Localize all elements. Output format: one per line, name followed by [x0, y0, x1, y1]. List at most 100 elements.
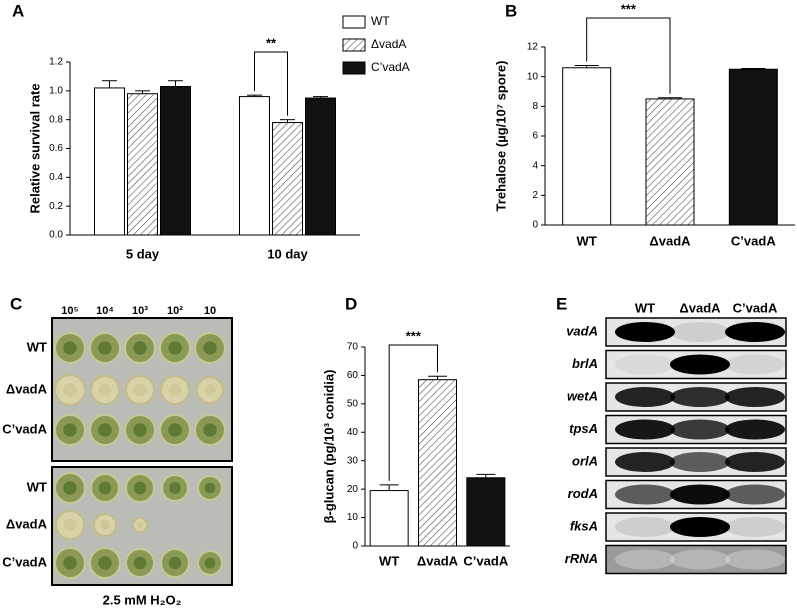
blot-band	[725, 419, 785, 440]
x-tick-label: WT	[379, 553, 399, 568]
y-tick-label: 0.8	[49, 114, 63, 125]
colony-center	[168, 556, 182, 570]
blot-band	[670, 419, 730, 440]
bar	[94, 87, 125, 236]
panel-label: B	[505, 1, 517, 20]
blot-band	[725, 549, 785, 570]
blot-band	[615, 549, 675, 570]
y-axis-label: β-glucan (pg/10³ conidia)	[321, 370, 336, 524]
bar	[418, 379, 457, 547]
x-tick-label: ΔvadA	[417, 553, 459, 568]
panel-label: D	[345, 294, 357, 313]
y-tick-label: 50	[347, 398, 359, 409]
blot-band	[670, 387, 730, 407]
legend-label: ΔvadA	[371, 37, 406, 51]
significance-bracket	[254, 51, 288, 116]
colony-center	[203, 423, 217, 437]
dilution-label: 10⁵	[61, 305, 78, 317]
legend-label: WT	[371, 14, 390, 28]
panel-label: A	[12, 1, 24, 20]
bar	[305, 97, 336, 236]
y-tick-label: 1.2	[49, 57, 63, 68]
colony-center	[63, 556, 77, 570]
lane-label: WT	[635, 300, 655, 315]
blot-band	[670, 452, 730, 472]
y-tick-label: 8	[532, 101, 538, 112]
colony-center	[98, 481, 112, 495]
bar	[239, 96, 270, 236]
y-tick-label: 0.6	[49, 143, 63, 154]
bar	[272, 122, 303, 236]
bar	[127, 93, 158, 236]
gene-label: rodA	[568, 486, 598, 501]
blot-band	[615, 419, 675, 440]
blot-band	[725, 484, 785, 505]
gene-label: fksA	[570, 518, 598, 533]
blot-band	[670, 484, 730, 505]
strain-label: WT	[27, 339, 47, 354]
bar	[562, 67, 612, 226]
colony-center	[98, 556, 112, 570]
y-tick-label: 70	[347, 342, 359, 353]
significance-bracket	[388, 344, 438, 481]
significance-bracket	[586, 17, 671, 94]
colony-center	[63, 383, 77, 397]
y-tick-label: 2	[532, 190, 538, 201]
legend-swatch	[342, 38, 366, 52]
blot-band	[670, 322, 730, 342]
dilution-label: 10⁴	[96, 305, 114, 317]
gene-label: brlA	[572, 356, 598, 371]
strain-label: C’vadA	[2, 554, 47, 569]
dilution-label: 10²	[167, 305, 183, 317]
gene-label: rRNA	[565, 551, 598, 566]
colony-center	[133, 481, 147, 495]
colony-center	[204, 557, 216, 569]
strain-label: C’vadA	[2, 421, 47, 436]
blot-band	[615, 354, 675, 375]
colony-center	[98, 341, 112, 355]
y-tick-label: 0	[352, 541, 358, 552]
colony-center	[63, 423, 77, 437]
colony-center	[168, 423, 182, 437]
y-tick-label: 6	[532, 131, 538, 142]
strain-label: WT	[27, 479, 47, 494]
bar	[369, 490, 409, 547]
blot-band	[615, 322, 675, 342]
blot-band	[670, 354, 730, 375]
bar	[645, 98, 695, 226]
blot-band	[670, 517, 730, 537]
x-tick-label: 10 day	[267, 246, 308, 261]
bar	[728, 68, 778, 226]
legend-label: C’vadA	[371, 60, 410, 74]
colony-center	[98, 383, 112, 397]
strain-label: ΔvadA	[6, 381, 48, 396]
y-tick-label: 0.4	[49, 172, 63, 183]
y-tick-label: 40	[347, 427, 359, 438]
strain-label: ΔvadA	[6, 516, 48, 531]
blot-band	[725, 322, 785, 342]
blot-band	[725, 517, 785, 537]
bar	[160, 86, 191, 236]
colony-center	[169, 482, 181, 494]
bar	[466, 477, 506, 547]
y-axis-label: Relative survival rate	[27, 83, 42, 213]
colony-center	[133, 423, 147, 437]
colony-center	[136, 521, 144, 529]
colony-center	[168, 341, 182, 355]
colony-center	[100, 520, 110, 530]
blot-band	[725, 387, 785, 407]
gene-label: vadA	[566, 323, 598, 338]
significance-label: **	[266, 35, 277, 50]
y-tick-label: 20	[347, 484, 359, 495]
dilution-label: 10³	[132, 305, 148, 317]
y-tick-label: 0.0	[49, 230, 63, 241]
x-tick-label: C’vadA	[463, 553, 508, 568]
lane-label: C’vadA	[733, 300, 778, 315]
x-tick-label: 5 day	[126, 246, 160, 261]
blot-band	[615, 484, 675, 505]
y-tick-label: 1.0	[49, 85, 63, 96]
colony-center	[133, 341, 147, 355]
gene-label: tpsA	[569, 421, 598, 436]
y-tick-label: 10	[527, 71, 539, 82]
